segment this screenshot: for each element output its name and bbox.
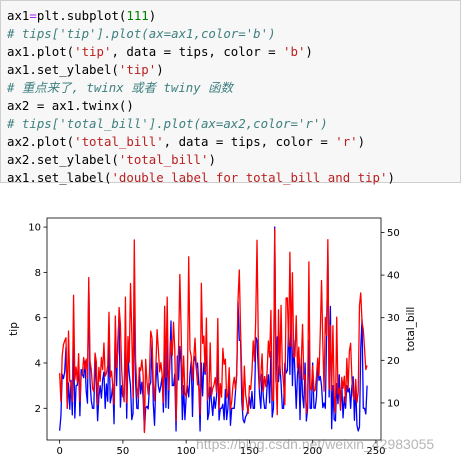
left-tick-label: 2: [35, 404, 41, 415]
x-tick-label: 200: [303, 446, 322, 457]
code-token: =: [29, 8, 37, 23]
x-tick-label: 250: [366, 446, 385, 457]
code-token: ): [148, 8, 157, 23]
left-y-axis: 2 4 6 8 10: [28, 223, 47, 415]
code-line: ax1=plt.subplot(111): [7, 7, 454, 25]
code-token: ax1.plot(: [7, 44, 75, 59]
code-editor[interactable]: ax1=plt.subplot(111) # tips['tip'].plot(a…: [7, 7, 454, 187]
code-token: ): [156, 62, 164, 77]
code-token: # tips['tip'].plot(ax=ax1,color='b'): [7, 26, 276, 41]
code-token: ax1.set_ylabel(: [7, 62, 119, 77]
left-tick-label: 8: [35, 268, 41, 279]
left-tick-label: 10: [28, 223, 41, 234]
left-tick-label: 4: [35, 358, 41, 369]
watermark: https://blog.csdn.net/weixin_42983055: [196, 436, 435, 452]
code-line: ax2.set_ylabel('total_bill'): [7, 151, 454, 169]
code-cell[interactable]: ax1=plt.subplot(111) # tips['tip'].plot(a…: [0, 0, 461, 185]
right-tick-label: 50: [387, 228, 400, 239]
code-token: 'tip': [74, 44, 112, 59]
twin-axis-line-chart: 0 50 100 150 200 250 2 4 6 8 10 10 20 30 40 50 tip to…: [8, 217, 417, 457]
code-token: 111: [126, 8, 149, 23]
code-token: ): [305, 44, 313, 59]
code-token: ): [387, 170, 395, 185]
code-token: plt.subplot(: [36, 8, 127, 23]
code-line: # tips['total_bill'].plot(ax=ax2,color='…: [7, 115, 454, 133]
series-line-tip: [59, 226, 368, 432]
left-axis-label: tip: [8, 322, 20, 336]
code-line: ax1.set_ylabel('tip'): [7, 61, 454, 79]
code-line: # tips['tip'].plot(ax=ax1,color='b'): [7, 25, 454, 43]
code-token: # 重点来了, twinx 或者 twiny 函数: [7, 80, 233, 95]
code-token: ax2.set_ylabel(: [7, 152, 119, 167]
x-tick-label: 100: [177, 446, 196, 457]
x-tick-label: 0: [56, 446, 62, 457]
code-token: 'double label for total_bill and tip': [111, 170, 388, 185]
plot-output: 0 50 100 150 200 250 2 4 6 8 10 10 20 30 40 50 tip to…: [0, 200, 463, 465]
x-tick-label: 150: [240, 446, 259, 457]
code-line: ax2.plot('total_bill', data = tips, colo…: [7, 133, 454, 151]
right-axis-label: total_bill: [405, 307, 417, 352]
code-token: ax1.set_label(: [7, 170, 112, 185]
left-tick-label: 6: [35, 313, 41, 324]
code-token: , data = tips, color =: [163, 134, 336, 149]
code-line: ax2 = ax1.twinx(): [7, 97, 454, 115]
code-token: 'b': [283, 44, 306, 59]
code-token: # tips['total_bill'].plot(ax=ax2,color='…: [7, 116, 328, 131]
code-token: ax2.plot(: [7, 134, 75, 149]
right-tick-label: 20: [387, 356, 400, 367]
series-line-total-bill: [59, 228, 368, 434]
code-token: 'total_bill': [74, 134, 164, 149]
code-token: 'r': [335, 134, 358, 149]
code-token: ax1: [7, 8, 30, 23]
x-axis: 0 50 100 150 200 250: [56, 440, 385, 457]
x-tick-label: 50: [117, 446, 130, 457]
right-tick-label: 30: [387, 313, 400, 324]
right-tick-label: 10: [387, 398, 400, 409]
code-line: ax1.plot('tip', data = tips, color = 'b'…: [7, 43, 454, 61]
code-line: ax1.set_label('double label for total_bi…: [7, 169, 454, 187]
code-token: ax2 = ax1.twinx(): [7, 98, 134, 113]
code-token: , data = tips, color =: [111, 44, 284, 59]
code-token: 'total_bill': [118, 152, 209, 167]
series-layer: [59, 226, 368, 434]
right-tick-label: 40: [387, 271, 400, 282]
code-token: ): [208, 152, 216, 167]
code-line: # 重点来了, twinx 或者 twiny 函数: [7, 79, 454, 97]
code-token: 'tip': [118, 62, 157, 77]
right-y-axis: 10 20 30 40 50: [381, 228, 400, 409]
code-token: ): [357, 134, 366, 149]
